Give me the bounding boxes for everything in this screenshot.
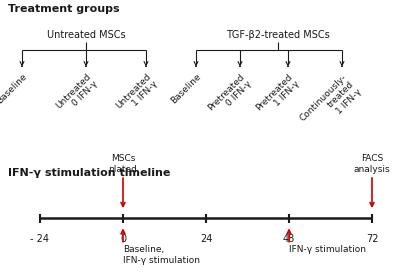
Text: Untreated MSCs: Untreated MSCs [47,30,125,40]
Text: Pretreated
0 IFN-γ: Pretreated 0 IFN-γ [206,72,254,120]
Text: Baseline,
IFN-γ stimulation: Baseline, IFN-γ stimulation [123,245,200,265]
Text: FACS
analysis: FACS analysis [354,154,390,174]
Text: Baseline: Baseline [0,72,28,106]
Text: - 24: - 24 [30,234,50,244]
Text: IFN-γ stimulation: IFN-γ stimulation [289,245,366,254]
Text: 72: 72 [366,234,378,244]
Text: Untreated
0 IFN-γ: Untreated 0 IFN-γ [54,72,100,118]
Text: Untreated
1 IFN-γ: Untreated 1 IFN-γ [114,72,160,118]
Text: 48: 48 [283,234,295,244]
Text: TGF-β2-treated MSCs: TGF-β2-treated MSCs [226,30,330,40]
Text: 0: 0 [120,234,126,244]
Text: Baseline: Baseline [169,72,202,106]
Text: Treatment groups: Treatment groups [8,4,120,14]
Text: 24: 24 [200,234,212,244]
Text: Pretreated
1 IFN-γ: Pretreated 1 IFN-γ [254,72,302,120]
Text: MSCs
plated: MSCs plated [108,154,138,174]
Text: Continuously-
treated
1 IFN-γ: Continuously- treated 1 IFN-γ [298,72,363,137]
Text: IFN-γ stimulation timeline: IFN-γ stimulation timeline [8,168,170,178]
